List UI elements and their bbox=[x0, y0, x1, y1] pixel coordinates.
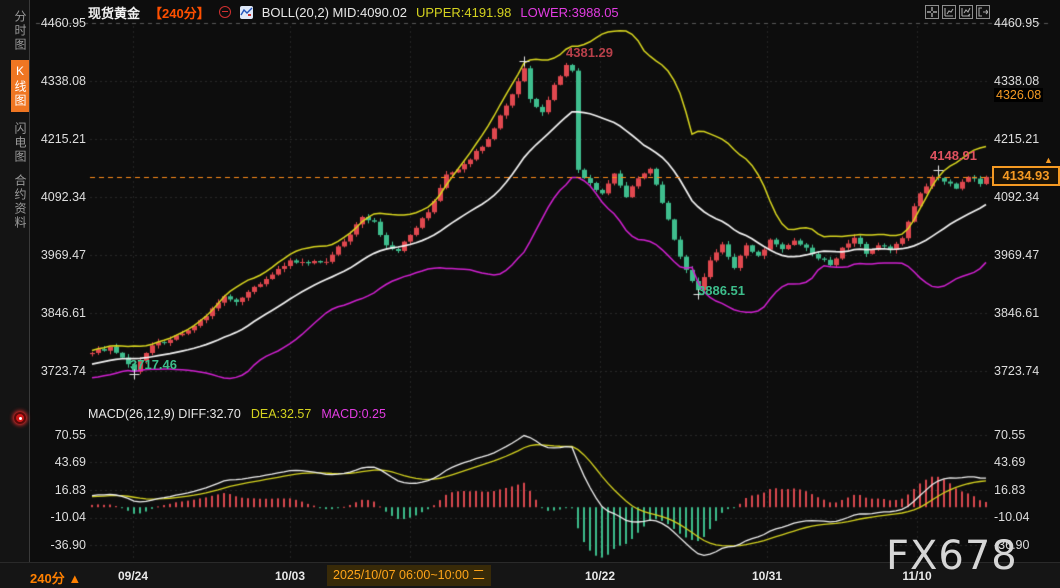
fx678-watermark: FX678 bbox=[886, 533, 1018, 579]
macd-label-left: 43.69 bbox=[54, 455, 86, 469]
macd-legend: MACD(26,12,9) DIFF:32.70 DEA:32.57 MACD:… bbox=[88, 407, 386, 421]
macd-value-label: MACD:0.25 bbox=[321, 407, 386, 421]
session-high-marker: 4326.08 bbox=[994, 88, 1044, 102]
period-high-annotation: 4381.29 bbox=[566, 45, 613, 60]
date-label: 09/24 bbox=[117, 569, 149, 583]
price-label-right: 3846.61 bbox=[994, 306, 1040, 320]
time-axis-bar: 240分 ▲ 09/24 10/03 2025/10/07 06:00~10:0… bbox=[0, 562, 1060, 588]
exit-icon[interactable] bbox=[976, 5, 990, 19]
boll-lower-label: LOWER:3988.05 bbox=[520, 4, 619, 20]
price-label-left: 3969.47 bbox=[40, 248, 86, 262]
price-label-left: 3846.61 bbox=[40, 306, 86, 320]
bar-datetime-tooltip: 2025/10/07 06:00~10:00 二 bbox=[327, 565, 491, 586]
sidebar-item-kline-chart[interactable]: K线图 bbox=[11, 60, 29, 112]
recent-high-annotation: 4148.91 bbox=[930, 148, 977, 163]
chart-toolbar bbox=[925, 5, 990, 19]
live-indicator-icon bbox=[14, 412, 26, 424]
swing-low-annotation: 3886.51 bbox=[698, 283, 745, 298]
x-axis-zoom-icon[interactable] bbox=[959, 5, 973, 19]
macd-label-right: 43.69 bbox=[994, 455, 1026, 469]
sidebar: 分时图 K线图 闪电图 合约资料 bbox=[0, 0, 30, 562]
collapse-indicator-icon[interactable] bbox=[218, 6, 231, 18]
macd-dea-label: DEA:32.57 bbox=[250, 407, 312, 421]
crosshair-icon[interactable] bbox=[925, 5, 939, 19]
chart-legend: 现货黄金 【240分】 BOLL(20,2) MID:4090.02 UPPER… bbox=[88, 4, 619, 21]
price-label-left: 4338.08 bbox=[40, 74, 86, 88]
current-price-box: 4134.93 bbox=[992, 166, 1060, 186]
symbol-name: 现货黄金 bbox=[88, 5, 141, 21]
mini-chart-icon[interactable] bbox=[239, 5, 253, 19]
macd-label-left: -10.04 bbox=[50, 510, 86, 524]
date-label: 10/31 bbox=[751, 569, 783, 583]
price-label-right: 4215.21 bbox=[994, 132, 1040, 146]
sidebar-item-time-chart[interactable]: 分时图 bbox=[13, 10, 27, 52]
date-label: 10/03 bbox=[274, 569, 306, 583]
macd-label-left: 16.83 bbox=[54, 483, 86, 497]
date-label: 10/22 bbox=[584, 569, 616, 583]
boll-upper-label: UPPER:4191.98 bbox=[415, 4, 512, 20]
period-label: 【240分】 bbox=[149, 5, 210, 21]
macd-diff-label: MACD(26,12,9) DIFF:32.70 bbox=[88, 407, 241, 421]
price-label-right: 4092.34 bbox=[994, 190, 1040, 204]
price-label-right: 3969.47 bbox=[994, 248, 1040, 262]
macd-label-left: -36.90 bbox=[50, 538, 86, 552]
period-low-annotation: 3717.46 bbox=[130, 357, 177, 372]
y-axis-zoom-icon[interactable] bbox=[942, 5, 956, 19]
price-label-left: 4215.21 bbox=[40, 132, 86, 146]
date-label: 11/10 bbox=[902, 569, 932, 583]
macd-label-right: 70.55 bbox=[994, 428, 1026, 442]
price-label-left: 4092.34 bbox=[40, 190, 86, 204]
macd-label-right: 16.83 bbox=[994, 483, 1026, 497]
sidebar-item-flash-chart[interactable]: 闪电图 bbox=[13, 122, 27, 164]
period-selector[interactable]: 240分 ▲ bbox=[30, 571, 82, 586]
price-label-left: 3723.74 bbox=[40, 364, 86, 378]
price-label-left: 4460.95 bbox=[40, 16, 86, 30]
price-label-right: 4338.08 bbox=[994, 74, 1040, 88]
period-up-icon: ▲ bbox=[68, 571, 82, 586]
boll-mid-label: BOLL(20,2) MID:4090.02 bbox=[261, 4, 407, 20]
price-label-right: 4460.95 bbox=[994, 16, 1040, 30]
sidebar-item-contract-info[interactable]: 合约资料 bbox=[13, 174, 27, 230]
macd-label-left: 70.55 bbox=[54, 428, 86, 442]
macd-label-right: -36.90 bbox=[994, 538, 1030, 552]
price-label-right: 3723.74 bbox=[994, 364, 1040, 378]
macd-label-right: -10.04 bbox=[994, 510, 1030, 524]
